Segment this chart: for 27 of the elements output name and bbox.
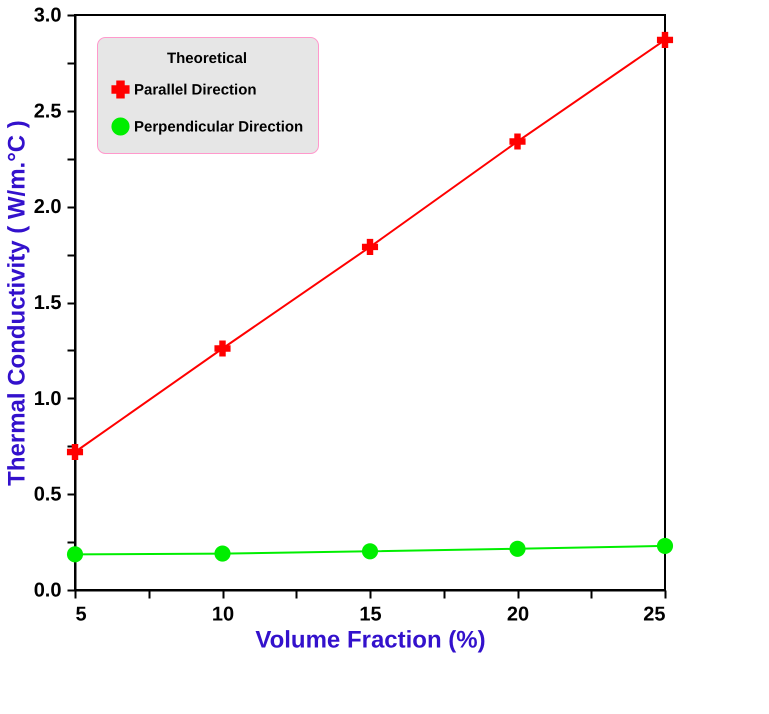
y-tick-label: 1.0 (34, 388, 62, 410)
y-tick-label: 2.5 (34, 100, 62, 122)
y-tick-label: 3.0 (34, 4, 62, 26)
legend-label: Perpendicular Direction (134, 118, 304, 136)
y-tick-label: 0.5 (34, 484, 62, 506)
point (509, 133, 526, 150)
y-tick-label: 2.0 (34, 196, 62, 218)
x-tick-label: 15 (359, 604, 382, 626)
point (214, 546, 231, 562)
point (656, 538, 674, 554)
legend-title: Theoretical (166, 50, 248, 67)
point (509, 540, 526, 557)
y-tick-label: 1.5 (34, 292, 62, 314)
x-tick-label: 25 (643, 604, 666, 626)
text: 0.0 (34, 580, 62, 602)
x-axis-title: Volume Fraction (%) (255, 626, 486, 654)
y-axis-title: Thermal Conductivity ( W/m.°C ) (4, 120, 31, 486)
point (656, 32, 674, 48)
x-tick-label: 10 (212, 604, 234, 626)
point (214, 340, 231, 357)
x-tick-label: 20 (506, 604, 530, 626)
point (66, 444, 84, 460)
legend-label: Parallel Direction (134, 82, 257, 98)
x-tick-label: 5 (76, 604, 87, 626)
point (66, 546, 84, 562)
point (362, 238, 378, 255)
point (362, 543, 378, 560)
